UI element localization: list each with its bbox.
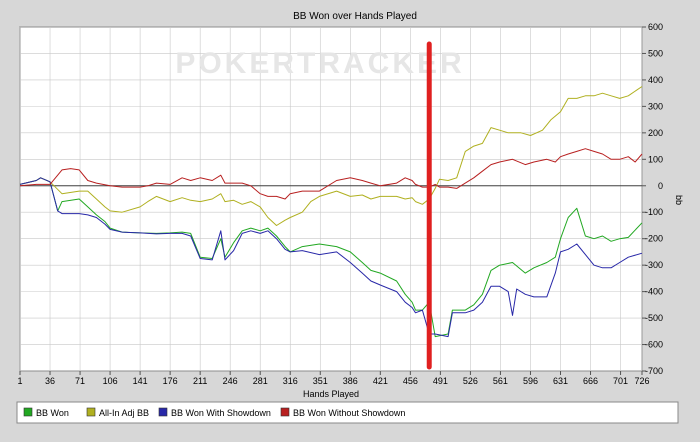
y-axis-label: bb [674,195,684,205]
x-tick-label: 561 [493,376,508,386]
series-line-all-in-adj-bb [19,86,643,226]
series-line-bb-won-without-showdown [19,148,643,200]
x-tick-label: 36 [45,376,55,386]
x-tick-label: 351 [313,376,328,386]
legend-swatch-bb-won [23,407,33,417]
legend-label-bb-won: BB Won [36,408,69,418]
x-tick-label: 71 [75,376,85,386]
x-tick-label: 666 [583,376,598,386]
y-tick-label: -200 [645,234,663,244]
y-axis-ticks: 600 500 400 300 200 100 0 -100 -200 -300 -400 -500 -… [642,22,663,376]
series-lines [19,86,643,338]
x-tick-label: 386 [343,376,358,386]
y-tick-label: -100 [645,207,663,217]
y-tick-label: 500 [648,48,663,58]
legend-label-bb-won-without-showdown: BB Won Without Showdown [293,408,405,418]
y-tick-label: 300 [648,101,663,111]
x-tick-label: 596 [523,376,538,386]
x-tick-label: 176 [163,376,178,386]
legend: BB Won All-In Adj BB BB Won With Showdown B… [23,407,405,418]
x-tick-label: 141 [133,376,148,386]
legend-swatch-bb-won-with-showdown [158,407,168,417]
x-axis-label: Hands Played [303,389,359,399]
x-tick-label: 316 [283,376,298,386]
y-tick-label: -600 [645,340,663,350]
x-tick-label: 421 [373,376,388,386]
x-tick-label: 246 [223,376,238,386]
y-tick-label: 0 [658,181,663,191]
x-axis-ticks: 1 36 71 106 141 176 211 246 281 316 351 386 421 456 49… [17,371,650,386]
legend-swatch-bb-won-without-showdown [280,407,290,417]
y-tick-label: 400 [648,75,663,85]
chart-title: BB Won over Hands Played [293,11,417,22]
legend-label-bb-won-with-showdown: BB Won With Showdown [171,408,271,418]
y-tick-label: 100 [648,154,663,164]
x-tick-label: 281 [253,376,268,386]
pokertracker-watermark: POKERTRACKER [175,47,464,80]
x-tick-label: 106 [103,376,118,386]
y-tick-label: -500 [645,313,663,323]
legend-label-all-in-adj-bb: All-In Adj BB [99,408,149,418]
y-tick-label: -400 [645,287,663,297]
series-line-bb-won-with-showdown [19,177,643,338]
x-tick-label: 701 [613,376,628,386]
y-tick-label: 600 [648,22,663,32]
x-tick-label: 726 [634,376,649,386]
plot-area [19,26,643,372]
x-tick-label: 631 [553,376,568,386]
legend-box [16,401,679,424]
legend-swatch-all-in-adj-bb [86,407,96,417]
y-tick-label: -300 [645,260,663,270]
x-tick-label: 491 [433,376,448,386]
y-tick-label: -700 [645,366,663,376]
x-tick-label: 456 [403,376,418,386]
x-tick-label: 526 [463,376,478,386]
grid-lines [19,26,643,372]
y-tick-label: 200 [648,128,663,138]
x-tick-label: 211 [193,376,207,386]
x-tick-label: 1 [17,376,22,386]
